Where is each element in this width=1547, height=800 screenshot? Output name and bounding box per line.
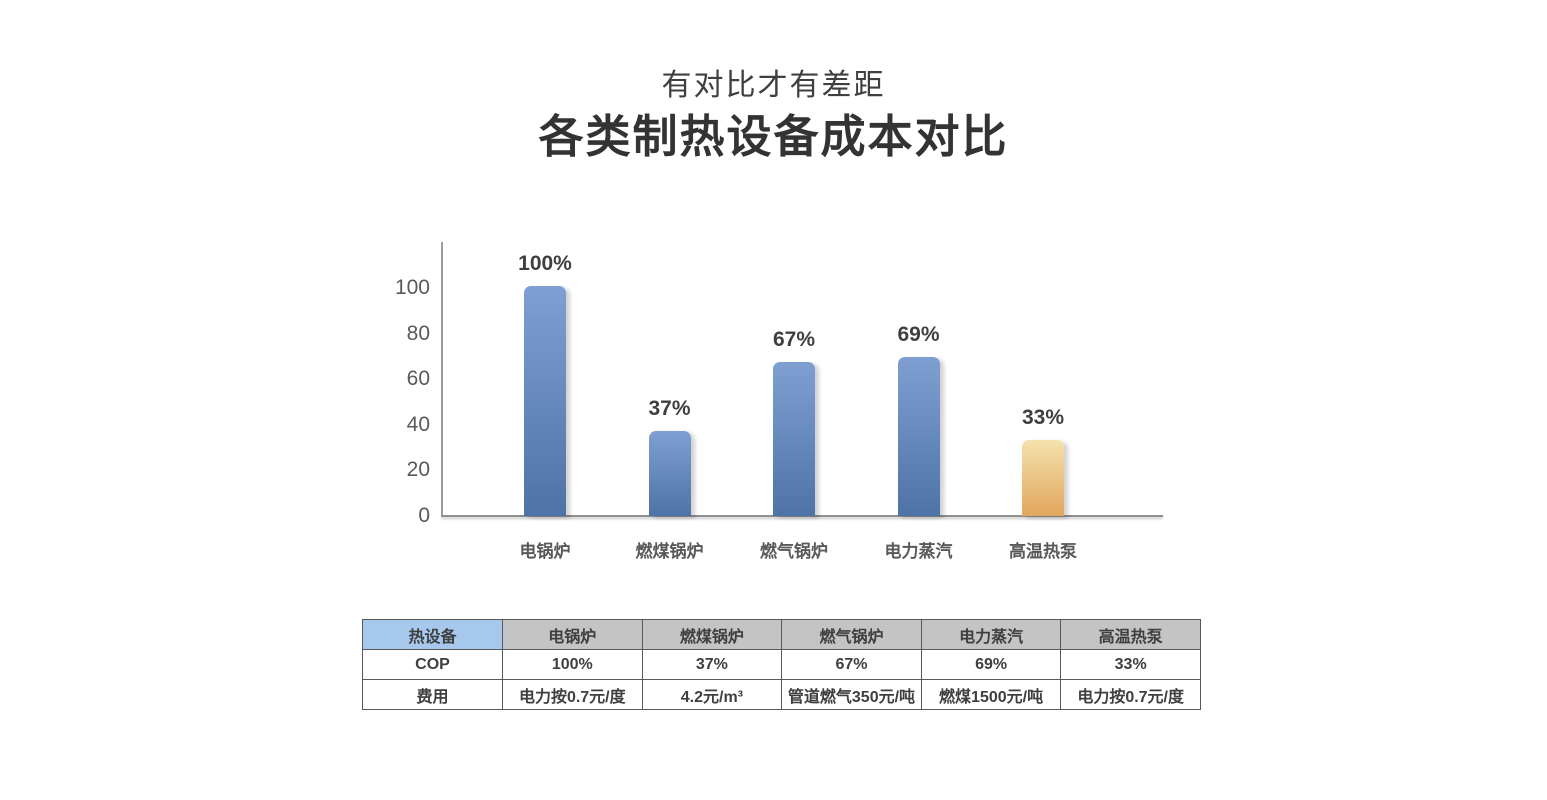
bar-4: [1022, 440, 1064, 516]
table-cell: 69%: [920, 649, 1062, 680]
y-axis-line: [441, 242, 443, 516]
y-tick-label: 40: [406, 412, 430, 436]
table-cell: 燃煤1500元/吨: [920, 679, 1062, 710]
table-cell: 100%: [502, 649, 643, 680]
x-category-label: 燃煤锅炉: [635, 542, 704, 561]
bar-value-label: 67%: [772, 328, 816, 351]
y-tick-label: 60: [406, 367, 430, 391]
table-header-cell: 电力蒸汽: [920, 619, 1062, 650]
table-cell: 电力按0.7元/度: [502, 679, 643, 710]
bar-value-label: 33%: [1021, 406, 1065, 429]
table-header-cell: 燃气锅炉: [781, 619, 922, 650]
comparison-table: 热设备 电锅炉 燃煤锅炉 燃气锅炉 电力蒸汽 高温热泵 COP 100% 37% 67% 69% 33…: [362, 619, 1201, 710]
table-row: 费用 电力按0.7元/度 4.2元/m³ 管道燃气350元/吨 燃煤1500元/吨 电力按…: [362, 679, 1201, 710]
table-cell: 67%: [781, 649, 922, 680]
table-header-cell: 电锅炉: [502, 619, 643, 650]
x-category-label: 电力蒸汽: [884, 542, 953, 561]
y-tick-label: 80: [406, 321, 430, 345]
bar-3: [897, 357, 940, 516]
bar-1: [648, 431, 691, 516]
table-header-cell-label: 热设备: [362, 619, 503, 650]
table-header-cell: 燃煤锅炉: [641, 619, 783, 650]
table-cell: 33%: [1060, 649, 1201, 680]
table-header-row: 热设备 电锅炉 燃煤锅炉 燃气锅炉 电力蒸汽 高温热泵: [362, 619, 1201, 650]
bar-value-label: 100%: [518, 252, 572, 275]
y-tick-label: 20: [406, 458, 430, 482]
x-axis-line: [441, 515, 1163, 517]
table-header-cell: 高温热泵: [1060, 619, 1201, 650]
y-tick-label: 0: [418, 504, 430, 527]
bar-value-label: 37%: [648, 397, 691, 420]
cost-comparison-bar-chart: 100 80 60 40 20 0 100% 电锅炉 37% 燃煤锅炉 67% 燃气锅炉 69% 电力蒸…: [394, 242, 1163, 561]
x-category-label: 高温热泵: [1009, 542, 1077, 561]
x-category-label: 电锅炉: [519, 542, 571, 561]
bar-value-label: 69%: [897, 323, 940, 346]
table-row: COP 100% 37% 67% 69% 33%: [362, 649, 1201, 680]
table-cell: 电力按0.7元/度: [1060, 679, 1201, 710]
bar-2: [773, 362, 815, 516]
table-row-label: COP: [362, 649, 503, 680]
bar-0: [524, 286, 566, 516]
table-row-label: 费用: [362, 679, 503, 710]
y-tick-label: 100: [394, 276, 430, 299]
page-title: 各类制热设备成本对比: [538, 111, 1009, 162]
page-subtitle: 有对比才有差距: [661, 69, 886, 102]
x-category-label: 燃气锅炉: [760, 542, 828, 561]
table-cell: 4.2元/m³: [641, 679, 783, 710]
table-cell: 管道燃气350元/吨: [781, 679, 922, 710]
table-cell: 37%: [641, 649, 783, 680]
